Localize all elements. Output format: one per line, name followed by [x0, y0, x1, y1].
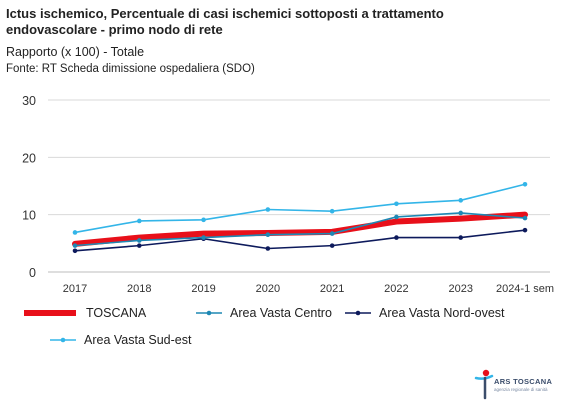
data-point-area-vasta-sud-est: [458, 198, 464, 203]
y-tick-label: 30: [22, 94, 36, 108]
series-line-area-vasta-nord-ovest: [74, 229, 526, 252]
ars-toscana-logo: ARS TOSCANA agenzia regionale di sanità: [474, 368, 564, 408]
legend-swatch-marker: [60, 337, 66, 343]
legend-swatch-marker: [206, 310, 212, 316]
series-line-area-vasta-centro: [74, 212, 526, 247]
data-point-area-vasta-sud-est: [72, 230, 78, 235]
legend-swatch: [24, 310, 76, 316]
line-chart: 0 10 20 30 2017 2018 2019 2020 2021 2022 2023 2024-…: [22, 94, 554, 295]
chart-title: Ictus ischemico, Percentuale di casi isc…: [6, 6, 444, 37]
x-tick-label: 2021: [320, 283, 344, 295]
data-point-area-vasta-nord-ovest: [265, 246, 271, 251]
data-point-area-vasta-sud-est: [394, 201, 399, 207]
x-tick-label: 2020: [256, 283, 280, 295]
legend-label: Area Vasta Sud-est: [84, 333, 192, 347]
data-point-area-vasta-nord-ovest: [329, 243, 335, 248]
data-point-area-vasta-sud-est: [136, 218, 142, 224]
data-point-area-vasta-centro: [458, 210, 464, 216]
chart-source: Fonte: RT Scheda dimissione ospedaliera …: [6, 63, 255, 75]
legend-swatch: [345, 310, 371, 316]
legend-swatch: [196, 310, 222, 316]
data-point-area-vasta-nord-ovest: [136, 243, 142, 248]
y-tick-label: 0: [29, 266, 36, 280]
data-point-area-vasta-centro: [522, 215, 528, 221]
ars-logo-icon: [474, 369, 494, 400]
data-point-area-vasta-sud-est: [265, 207, 271, 212]
legend-label: Area Vasta Nord-ovest: [379, 306, 505, 320]
x-tick-label: 2018: [127, 283, 151, 295]
data-point-area-vasta-centro: [329, 231, 335, 236]
data-point-area-vasta-sud-est: [201, 217, 206, 223]
data-point-area-vasta-centro: [394, 214, 399, 220]
data-point-area-vasta-nord-ovest: [394, 235, 399, 240]
logo-tagline: agenzia regionale di sanità: [494, 387, 548, 392]
data-point-area-vasta-centro: [72, 243, 78, 248]
data-point-area-vasta-nord-ovest: [522, 227, 528, 233]
data-point-area-vasta-centro: [136, 238, 142, 243]
data-point-area-vasta-centro: [265, 232, 271, 238]
y-tick-label: 10: [22, 209, 36, 223]
series-line-toscana: [72, 211, 528, 247]
legend-swatch-marker: [355, 310, 361, 316]
chart-subtitle: Rapporto (x 100) - Totale: [6, 45, 145, 59]
data-point-area-vasta-nord-ovest: [458, 235, 464, 240]
legend-swatch: [50, 337, 76, 343]
data-point-area-vasta-centro: [201, 235, 206, 240]
legend-label: TOSCANA: [86, 306, 147, 320]
series-line-area-vasta-sud-est: [74, 183, 526, 234]
x-tick-label: 2023: [448, 283, 472, 295]
x-tick-label: 2017: [63, 283, 87, 295]
x-tick-label: 2022: [384, 283, 408, 295]
logo-name: ARS TOSCANA: [494, 377, 553, 386]
y-tick-label: 20: [22, 151, 36, 165]
data-point-area-vasta-nord-ovest: [72, 248, 78, 254]
legend-label: Area Vasta Centro: [230, 306, 332, 320]
data-point-area-vasta-sud-est: [522, 181, 528, 187]
x-tick-label: 2019: [191, 283, 215, 295]
data-point-area-vasta-sud-est: [329, 208, 335, 214]
x-tick-label: 2024-1 sem: [496, 283, 554, 295]
